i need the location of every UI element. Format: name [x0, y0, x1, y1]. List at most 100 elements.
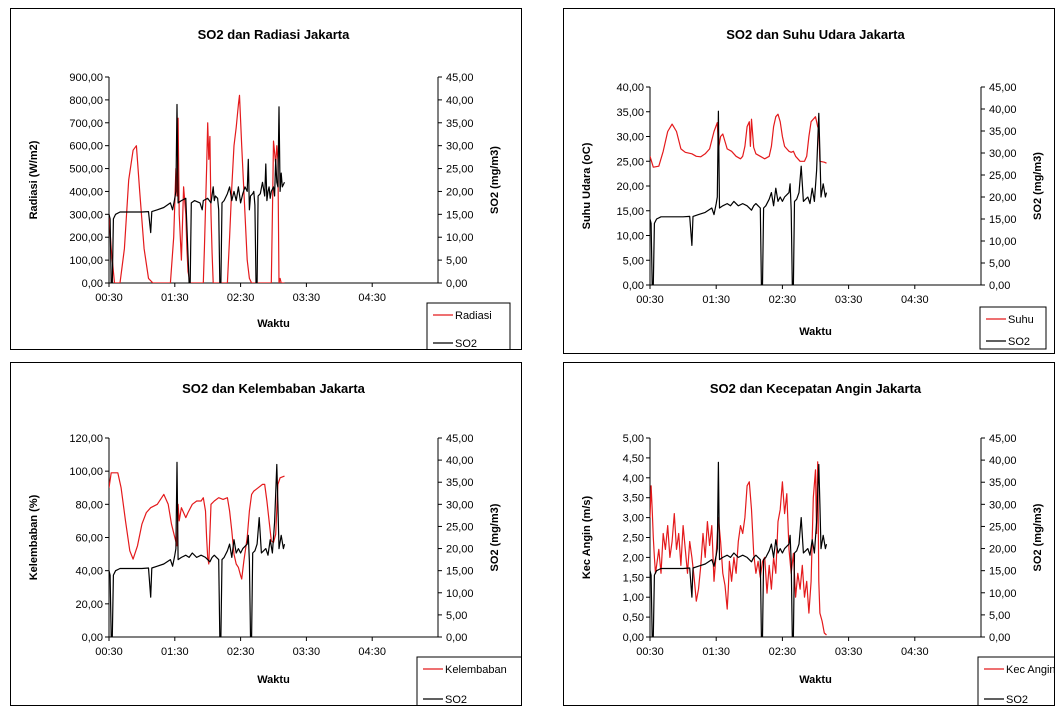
y-tick-label-left: 60,00 [75, 533, 103, 545]
y-tick-label-right: 40,00 [446, 95, 474, 107]
x-tick-label: 02:30 [769, 294, 797, 306]
legend-label: SO2 [1008, 336, 1030, 348]
series-line-radiasi [109, 94, 285, 283]
chart-title: SO2 dan Radiasi Jakarta [198, 27, 351, 42]
y-tick-label-left: 4,00 [623, 473, 644, 485]
chart-panel-suhu: SO2 dan Suhu Udara Jakarta 0,00 5,00 10,00 1… [563, 8, 1055, 354]
chart-title: SO2 dan Kelembaban Jakarta [182, 381, 366, 396]
y-tick-label-left: 0,50 [623, 612, 644, 624]
x-tick-label: 04:30 [358, 292, 386, 304]
x-axis-title: Waktu [799, 674, 832, 686]
y-tick-label-left: 100,00 [69, 466, 103, 478]
y-axis-title-right: SO2 (mg/m3) [489, 146, 501, 214]
x-axis-title: Waktu [257, 318, 290, 330]
y-tick-label-right: 5,00 [989, 258, 1010, 270]
legend-label: Kec Angin [1006, 664, 1055, 676]
y-tick-label-right: 25,00 [446, 164, 474, 176]
x-tick-label: 00:30 [95, 646, 123, 658]
y-tick-label-right: 35,00 [446, 477, 474, 489]
y-tick-label-right: 30,00 [446, 141, 474, 153]
y-tick-label-left: 0,00 [82, 632, 103, 644]
y-tick-label-right: 0,00 [446, 278, 467, 290]
y-tick-label-left: 300,00 [69, 209, 103, 221]
y-tick-label-left: 4,50 [623, 453, 644, 465]
legend: Suhu SO2 [979, 306, 1047, 350]
legend: Radiasi SO2 [426, 302, 511, 349]
y-tick-label-right: 5,00 [446, 610, 467, 622]
y-tick-label-right: 40,00 [989, 104, 1017, 116]
chart-svg-radiasi: SO2 dan Radiasi Jakarta 0,00 100,00 200,00 3… [28, 27, 511, 349]
y-tick-label-left: 30,00 [616, 132, 644, 144]
y-tick-label-left: 900,00 [69, 72, 103, 84]
y-tick-label-right: 30,00 [989, 499, 1017, 511]
chart-panel-angin: SO2 dan Kecepatan Angin Jakarta 0,00 0,50 1… [563, 362, 1055, 706]
y-axis-title-left: Kec Angin (m/s) [581, 496, 593, 580]
x-tick-label: 01:30 [161, 292, 189, 304]
y-tick-label-right: 15,00 [989, 214, 1017, 226]
legend-box [416, 656, 521, 705]
y-tick-label-right: 35,00 [989, 126, 1017, 138]
y-axis-title-left: Suhu Udara (oC) [581, 142, 593, 229]
y-tick-label-right: 15,00 [446, 209, 474, 221]
y-tick-label-left: 80,00 [75, 499, 103, 511]
x-tick-label: 04:30 [358, 646, 386, 658]
y-tick-label-left: 400,00 [69, 186, 103, 198]
y-tick-label-left: 100,00 [69, 255, 103, 267]
y-tick-label-left: 200,00 [69, 232, 103, 244]
chart-title: SO2 dan Kecepatan Angin Jakarta [710, 381, 922, 396]
y-tick-label-right: 20,00 [446, 186, 474, 198]
y-tick-label-right: 35,00 [446, 118, 474, 130]
x-tick-label: 04:30 [901, 646, 929, 658]
y-tick-label-right: 45,00 [446, 72, 474, 84]
y-tick-label-right: 25,00 [989, 521, 1017, 533]
legend-label: SO2 [445, 694, 467, 706]
y-tick-label-right: 0,00 [989, 280, 1010, 292]
y-tick-label-left: 2,50 [623, 533, 644, 545]
x-tick-label: 03:30 [293, 292, 321, 304]
y-tick-label-right: 10,00 [446, 232, 474, 244]
y-tick-label-left: 120,00 [69, 433, 103, 445]
y-tick-label-right: 40,00 [989, 455, 1017, 467]
y-tick-label-right: 20,00 [989, 544, 1017, 556]
y-axis-title-right: SO2 (mg/m3) [1032, 152, 1044, 220]
y-tick-label-right: 10,00 [989, 236, 1017, 248]
x-tick-label: 01:30 [702, 646, 730, 658]
series-line-so2 [109, 103, 286, 283]
x-tick-label: 04:30 [901, 294, 929, 306]
series-line-so2 [650, 461, 828, 637]
x-tick-label: 02:30 [769, 646, 797, 658]
y-tick-label-left: 3,00 [623, 513, 644, 525]
y-tick-label-left: 700,00 [69, 118, 103, 130]
y-tick-label-right: 0,00 [446, 632, 467, 644]
y-tick-label-left: 0,00 [623, 632, 644, 644]
series-line-suhu [650, 113, 827, 168]
y-tick-label-left: 1,50 [623, 572, 644, 584]
y-tick-label-left: 1,00 [623, 592, 644, 604]
x-tick-label: 03:30 [835, 646, 863, 658]
y-tick-label-left: 20,00 [75, 599, 103, 611]
y-tick-label-right: 5,00 [989, 610, 1010, 622]
y-tick-label-right: 25,00 [989, 170, 1017, 182]
legend-box [979, 306, 1047, 350]
y-tick-label-left: 0,00 [623, 280, 644, 292]
legend-label: Suhu [1008, 314, 1034, 326]
y-tick-label-right: 10,00 [446, 588, 474, 600]
y-tick-label-left: 20,00 [616, 181, 644, 193]
y-tick-label-left: 40,00 [75, 566, 103, 578]
y-tick-label-left: 2,00 [623, 552, 644, 564]
y-axis-title-right: SO2 (mg/m3) [489, 503, 501, 571]
chart-panel-kelembaban: SO2 dan Kelembaban Jakarta 0,00 20,00 40,00… [10, 362, 522, 706]
y-axis-title-left: Kelembaban (%) [28, 494, 40, 580]
y-tick-label-right: 25,00 [446, 521, 474, 533]
x-tick-label: 00:30 [636, 646, 664, 658]
y-tick-label-right: 45,00 [989, 433, 1017, 445]
chart-svg-suhu: SO2 dan Suhu Udara Jakarta 0,00 5,00 10,00 1… [581, 27, 1047, 350]
legend-label: Kelembaban [445, 664, 507, 676]
x-tick-label: 02:30 [227, 646, 255, 658]
x-axis-title: Waktu [257, 674, 290, 686]
y-tick-label-right: 35,00 [989, 477, 1017, 489]
x-tick-label: 00:30 [636, 294, 664, 306]
x-tick-label: 03:30 [293, 646, 321, 658]
x-axis-title: Waktu [799, 326, 832, 338]
y-tick-label-left: 5,00 [623, 255, 644, 267]
